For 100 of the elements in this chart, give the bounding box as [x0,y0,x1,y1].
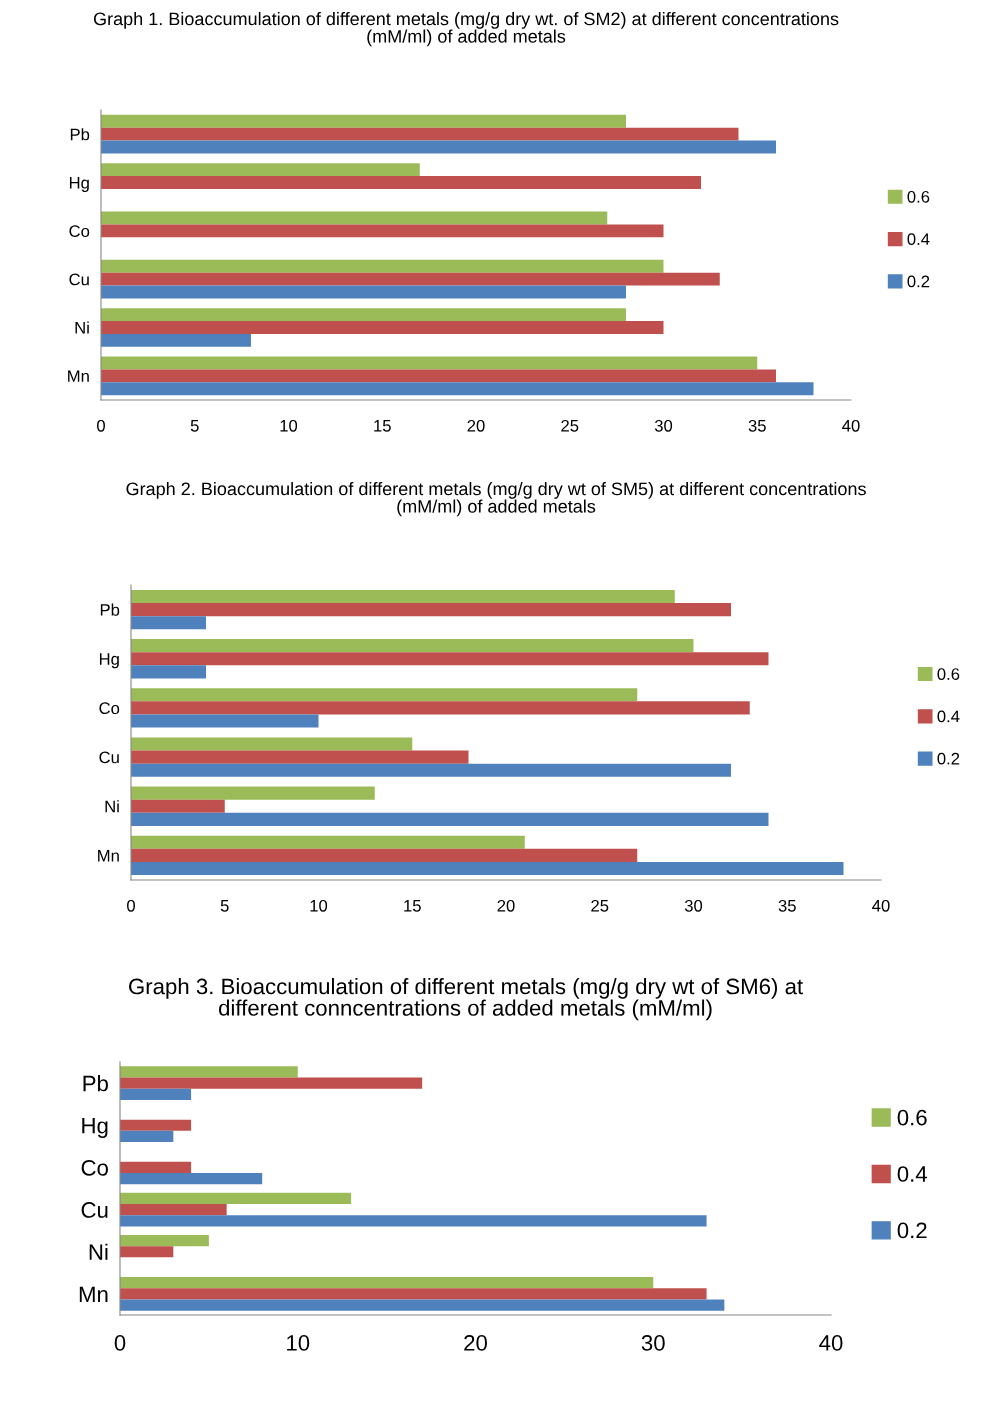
x-tick-label: 0 [97,419,105,432]
bar [101,114,626,128]
x-tick-label: 15 [374,420,391,432]
bar [120,1203,227,1216]
bar [131,701,750,715]
bar [131,714,319,728]
bar [101,356,758,370]
bar [101,308,626,322]
y-tick-label: Mn [79,1286,108,1302]
y-tick-label: Co [99,702,120,715]
y-tick-label: Cu [99,751,119,764]
bar [131,799,225,813]
bar [131,812,769,826]
bar [101,259,664,273]
x-tick-label: 25 [591,899,609,912]
x-tick-label: 30 [684,899,703,912]
x-tick-label: 30 [654,419,673,432]
bar [101,321,664,334]
x-tick-label: 15 [404,900,421,912]
legend-label: 0.2 [907,275,930,288]
y-tick-label: Ni [89,1243,108,1260]
y-tick-label: Cu [81,1202,108,1218]
legend-label: 0.6 [937,668,960,680]
legend-label: 0.6 [897,1109,927,1126]
legend-label: 0.4 [937,710,960,723]
bar [101,176,701,189]
bar [101,333,251,347]
bar [131,786,375,800]
bar [131,616,206,630]
y-tick-label: Cu [69,273,89,286]
bar [120,1234,209,1247]
x-tick-label: 0 [114,1335,126,1351]
y-tick-label: Ni [75,321,89,334]
y-tick-label: Pb [100,603,120,616]
x-tick-label: 10 [310,899,328,912]
y-tick-label: Pb [83,1075,108,1092]
x-tick-label: 5 [190,420,199,432]
y-tick-label: Pb [70,128,90,141]
y-tick-label: Hg [69,177,89,192]
x-tick-label: 40 [872,899,890,912]
bar [131,589,675,604]
x-tick-label: 20 [464,1335,487,1351]
bar [101,127,739,141]
bar [101,272,720,286]
bar [120,1161,192,1174]
legend-label: 0.4 [907,233,930,246]
bar [120,1088,192,1100]
x-tick-label: 40 [842,419,860,432]
y-tick-label: Co [69,225,90,238]
chart-title: Graph 2. Bioaccumulation of different metals (mg/g dry wt of SM5) at different concentrations (mM/ml) of added metals [126,482,866,517]
bar [101,369,776,383]
bar [120,1077,423,1089]
bar [120,1192,352,1204]
chart-title: Graph 1. Bioaccumulation of different metals (mg/g dry wt. of SM2) at different concentrations (mM/ml) of added metals [93,12,839,47]
x-tick-label: 40 [819,1335,843,1351]
bar [101,224,664,238]
legend-label: 0.6 [907,190,930,203]
bar [131,603,731,617]
legend-label: 0.4 [897,1166,928,1182]
x-tick-label: 30 [641,1335,665,1351]
y-tick-label: Ni [105,800,119,813]
x-tick-label: 20 [497,899,515,912]
x-tick-label: 10 [280,419,298,432]
bar [131,835,525,849]
bar [101,140,776,154]
x-tick-label: 0 [127,899,135,912]
x-tick-label: 25 [561,419,579,432]
x-tick-label: 35 [778,899,796,912]
bar [120,1066,298,1078]
bar [131,652,769,666]
bar [131,665,206,679]
y-tick-label: Hg [82,1118,108,1138]
y-tick-label: Mn [98,849,119,862]
bar [101,163,420,177]
bar [120,1215,707,1227]
bar [120,1246,174,1258]
bar [101,382,814,396]
bar [131,750,469,764]
x-tick-label: 5 [220,900,229,912]
y-tick-label: Co [81,1159,108,1176]
bar [131,763,731,777]
bar [131,861,844,876]
bar [120,1299,725,1311]
bar [131,639,694,653]
bar [131,688,638,702]
legend-label: 0.2 [937,752,960,765]
y-tick-label: Hg [99,653,119,669]
bar [120,1173,263,1185]
bar [120,1119,192,1131]
bar [120,1277,654,1289]
bar [101,211,608,225]
x-tick-label: 20 [467,419,485,432]
x-tick-label: 35 [748,419,766,432]
bar [131,737,413,751]
bar [120,1130,174,1143]
legend-label: 0.2 [897,1222,927,1239]
x-tick-label: 10 [287,1335,310,1351]
bar [131,848,638,862]
chart-title: Graph 3. Bioaccumulation of different metals (mg/g dry wt of SM6) at different conncentrations of added metals (mM/ml) [129,978,803,1021]
bar [120,1288,707,1300]
